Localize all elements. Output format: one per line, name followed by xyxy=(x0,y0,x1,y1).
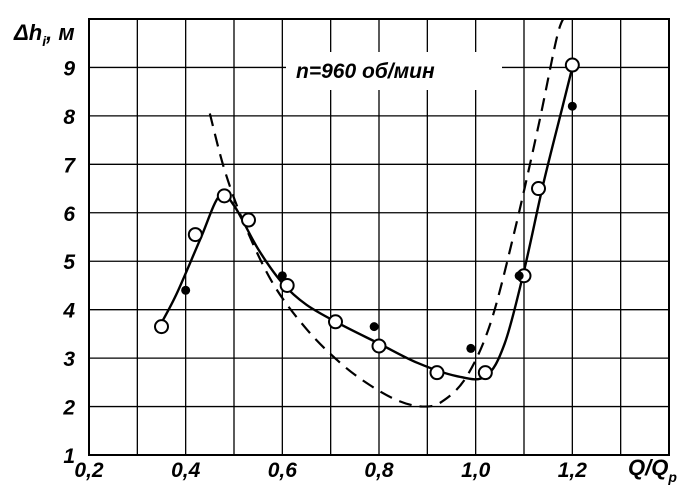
open-circle-point xyxy=(564,57,580,73)
y-tick-label: 1 xyxy=(63,445,75,468)
tick-labels: 1 2 3 4 5 6 7 8 9 0,2 0,4 0,6 0,8 1,0 1,2 xyxy=(62,57,587,482)
y-tick-label: 4 xyxy=(62,300,75,323)
filled-dot-point xyxy=(466,343,476,353)
x-tick-label: 0,2 xyxy=(74,459,104,482)
x-tick-label: 0,6 xyxy=(268,459,298,482)
filled-dot-point xyxy=(277,271,287,281)
x-tick-label: 0,8 xyxy=(364,459,394,482)
open-circle-point xyxy=(371,338,387,354)
y-tick-label: 7 xyxy=(63,154,76,177)
x-axis-label: Q/Qp xyxy=(628,455,677,485)
x-tick-label: 0,4 xyxy=(171,459,201,482)
y-tick-label: 9 xyxy=(63,57,75,80)
x-tick-label: 1,0 xyxy=(461,459,491,482)
open-circle-point xyxy=(216,188,232,204)
filled-dot-point xyxy=(514,271,524,281)
open-circle-point xyxy=(531,181,546,197)
plot-frame xyxy=(88,18,670,456)
markers xyxy=(154,57,580,381)
y-tick-label: 6 xyxy=(63,203,75,226)
annotation-background xyxy=(286,52,502,90)
y-tick-label: 8 xyxy=(63,106,75,129)
open-circle-point xyxy=(279,277,295,293)
y-axis-label-unit: , м xyxy=(45,20,75,45)
speed-annotation: n=960 об/мин xyxy=(296,60,435,83)
y-axis-label: Δhi, м xyxy=(13,20,75,49)
open-circle-point xyxy=(328,314,343,330)
filled-dot-point xyxy=(181,285,191,295)
filled-dot-point xyxy=(369,322,379,332)
open-circle-point xyxy=(187,227,203,243)
open-circle-point xyxy=(241,212,256,228)
open-circle-point xyxy=(429,365,445,381)
x-axis-label-sub: p xyxy=(667,469,677,485)
y-axis-label-main: Δh xyxy=(13,20,42,45)
open-circle-point xyxy=(477,365,493,381)
filled-dot-point xyxy=(567,101,577,111)
y-tick-label: 5 xyxy=(63,251,75,274)
x-axis-label-main: Q/Q xyxy=(628,455,668,480)
solid-fit-curve xyxy=(155,67,574,381)
y-tick-label: 3 xyxy=(63,348,75,371)
open-circle-point xyxy=(154,319,169,335)
y-axis-label-sub: i xyxy=(42,33,47,49)
dashed-curve xyxy=(208,19,565,408)
y-tick-label: 2 xyxy=(62,397,75,420)
x-tick-label: 1,2 xyxy=(558,459,588,482)
